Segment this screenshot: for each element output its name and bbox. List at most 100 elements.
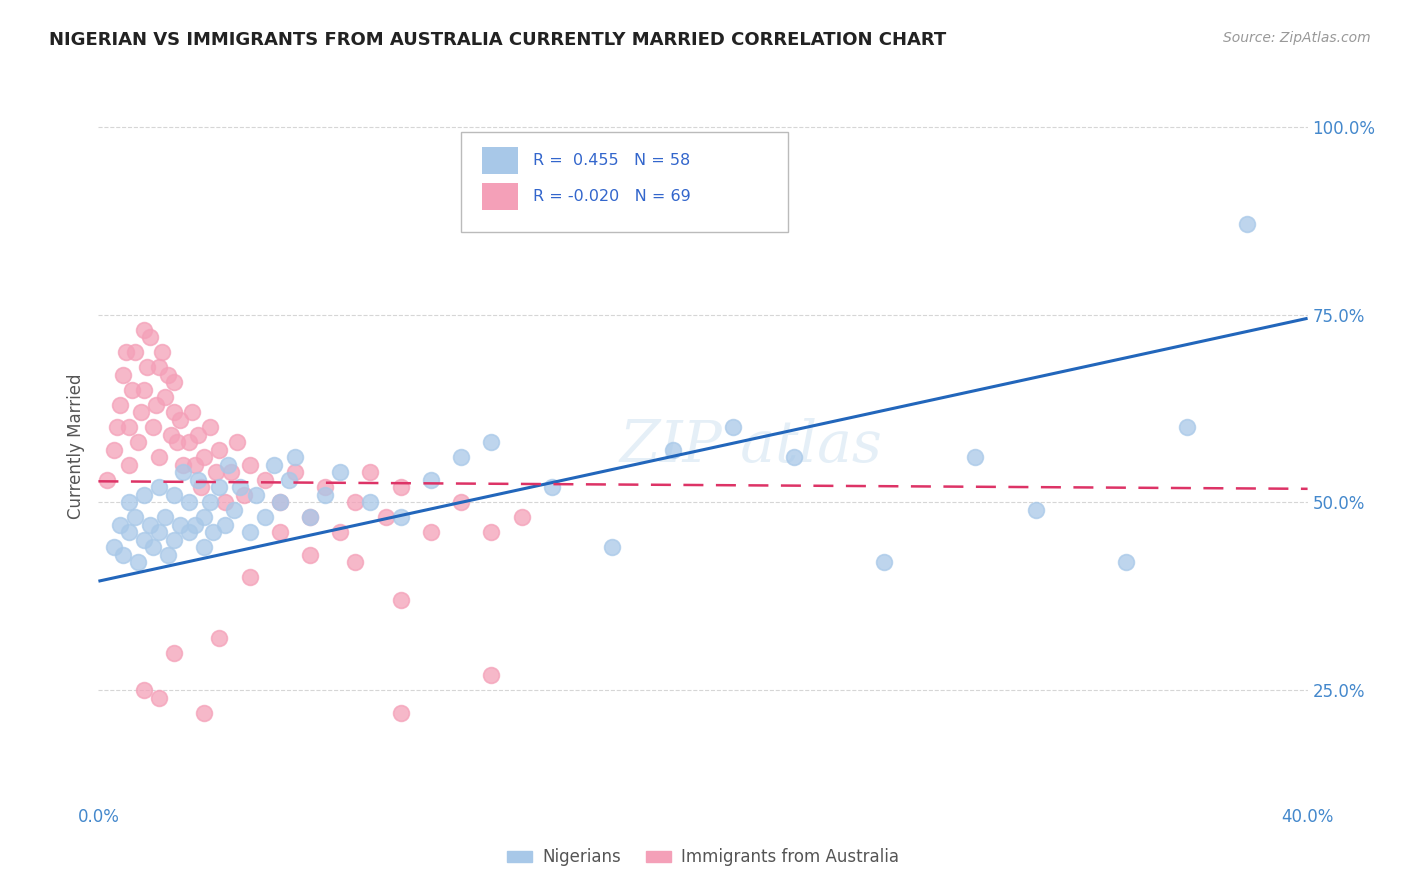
- Point: [193, 450, 215, 465]
- Point: [723, 420, 745, 434]
- Point: [179, 435, 201, 450]
- Point: [127, 435, 149, 450]
- Point: [269, 525, 291, 540]
- Point: [148, 360, 170, 375]
- Point: [217, 458, 239, 472]
- Point: [129, 405, 152, 419]
- Point: [481, 668, 503, 682]
- Point: [153, 390, 176, 404]
- Point: [661, 442, 683, 457]
- Point: [284, 465, 307, 479]
- Point: [163, 533, 186, 547]
- Text: Source: ZipAtlas.com: Source: ZipAtlas.com: [1223, 31, 1371, 45]
- Point: [169, 413, 191, 427]
- Point: [214, 495, 236, 509]
- Point: [1236, 218, 1258, 232]
- Point: [1115, 556, 1137, 570]
- Point: [118, 495, 141, 509]
- Point: [172, 458, 194, 472]
- Y-axis label: Currently Married: Currently Married: [66, 373, 84, 519]
- Point: [450, 495, 472, 509]
- Bar: [482, 183, 517, 210]
- Point: [221, 465, 243, 479]
- Point: [277, 473, 299, 487]
- Point: [139, 330, 162, 344]
- Point: [132, 683, 155, 698]
- Point: [96, 473, 118, 487]
- Point: [179, 525, 201, 540]
- Point: [202, 525, 225, 540]
- Point: [184, 517, 207, 532]
- Point: [148, 690, 170, 705]
- Point: [156, 548, 179, 562]
- Point: [299, 548, 322, 562]
- Point: [329, 525, 352, 540]
- Point: [111, 548, 134, 562]
- Point: [153, 510, 176, 524]
- Point: [450, 450, 472, 465]
- Point: [389, 510, 412, 524]
- Point: [314, 488, 336, 502]
- Point: [148, 525, 170, 540]
- Point: [253, 473, 276, 487]
- Point: [108, 398, 131, 412]
- Point: [118, 458, 141, 472]
- Point: [205, 465, 228, 479]
- Point: [124, 345, 146, 359]
- Point: [239, 458, 262, 472]
- Point: [208, 631, 231, 645]
- Point: [208, 480, 231, 494]
- Point: [239, 525, 262, 540]
- Point: [360, 495, 382, 509]
- Point: [181, 405, 204, 419]
- Point: [299, 510, 322, 524]
- Point: [314, 480, 336, 494]
- Point: [145, 398, 167, 412]
- Point: [163, 405, 186, 419]
- Point: [139, 517, 162, 532]
- Point: [602, 541, 624, 555]
- Point: [208, 442, 231, 457]
- Point: [783, 450, 806, 465]
- Point: [160, 427, 183, 442]
- Point: [163, 375, 186, 389]
- Point: [284, 450, 307, 465]
- Point: [374, 510, 396, 524]
- Text: NIGERIAN VS IMMIGRANTS FROM AUSTRALIA CURRENTLY MARRIED CORRELATION CHART: NIGERIAN VS IMMIGRANTS FROM AUSTRALIA CU…: [49, 31, 946, 49]
- Point: [226, 435, 249, 450]
- Text: R =  0.455   N = 58: R = 0.455 N = 58: [533, 153, 690, 168]
- Point: [540, 480, 562, 494]
- Point: [103, 541, 125, 555]
- Point: [229, 480, 252, 494]
- Point: [200, 420, 222, 434]
- Point: [135, 360, 157, 375]
- Text: ZIP atlas: ZIP atlas: [620, 417, 883, 475]
- Point: [420, 473, 443, 487]
- Point: [200, 495, 222, 509]
- Point: [510, 510, 533, 524]
- Point: [193, 510, 215, 524]
- Point: [245, 488, 267, 502]
- Point: [179, 495, 201, 509]
- Point: [344, 495, 367, 509]
- Point: [148, 480, 170, 494]
- Text: R = -0.020   N = 69: R = -0.020 N = 69: [533, 189, 690, 203]
- Point: [329, 465, 352, 479]
- Point: [253, 510, 276, 524]
- Point: [481, 435, 503, 450]
- Point: [965, 450, 987, 465]
- Point: [389, 480, 412, 494]
- Point: [1024, 503, 1046, 517]
- Point: [239, 570, 262, 584]
- Point: [389, 593, 412, 607]
- Point: [163, 488, 186, 502]
- Point: [193, 706, 215, 720]
- Point: [299, 510, 322, 524]
- Point: [481, 525, 503, 540]
- Point: [118, 525, 141, 540]
- Point: [214, 517, 236, 532]
- Point: [142, 420, 165, 434]
- Legend: Nigerians, Immigrants from Australia: Nigerians, Immigrants from Australia: [501, 842, 905, 873]
- Point: [121, 383, 143, 397]
- Point: [163, 646, 186, 660]
